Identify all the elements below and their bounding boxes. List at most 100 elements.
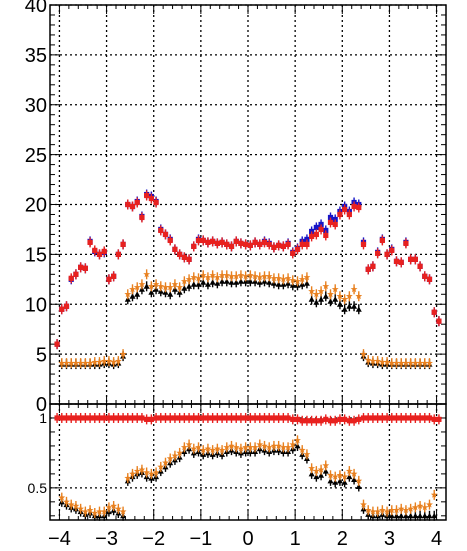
data-point bbox=[285, 241, 291, 247]
data-point bbox=[379, 237, 385, 244]
data-point bbox=[191, 243, 197, 249]
data-point bbox=[261, 239, 268, 246]
data-point bbox=[167, 237, 173, 244]
data-point bbox=[191, 415, 197, 421]
data-point bbox=[408, 256, 414, 262]
data-point bbox=[342, 206, 348, 213]
data-point bbox=[167, 415, 173, 421]
data-point bbox=[383, 358, 391, 366]
data-point bbox=[213, 273, 221, 281]
data-point bbox=[393, 506, 400, 514]
data-point bbox=[243, 415, 249, 421]
data-point bbox=[209, 446, 217, 454]
x-tick-label: 1 bbox=[290, 528, 301, 550]
y-tick-label: 25 bbox=[25, 145, 47, 167]
data-point bbox=[430, 491, 438, 498]
data-point bbox=[365, 415, 371, 421]
data-point bbox=[242, 272, 250, 280]
data-point bbox=[162, 283, 169, 291]
data-point bbox=[158, 227, 164, 234]
data-point bbox=[298, 275, 306, 283]
data-point bbox=[256, 273, 264, 281]
data-point bbox=[336, 292, 344, 300]
data-point bbox=[78, 415, 84, 421]
data-point bbox=[100, 508, 108, 515]
data-point bbox=[87, 239, 93, 246]
x-tick-label: 2 bbox=[337, 528, 348, 550]
data-point bbox=[318, 296, 325, 302]
data-point bbox=[105, 357, 113, 365]
data-point bbox=[82, 415, 88, 421]
data-point bbox=[421, 359, 429, 367]
data-point bbox=[162, 459, 169, 466]
data-point bbox=[246, 271, 254, 279]
data-point bbox=[374, 508, 382, 515]
data-point bbox=[417, 415, 423, 421]
y-tick-label: 1 bbox=[39, 410, 47, 426]
data-point bbox=[355, 306, 362, 312]
data-point bbox=[101, 415, 107, 421]
data-point bbox=[271, 244, 277, 250]
data-point bbox=[148, 416, 154, 422]
data-point bbox=[322, 293, 329, 299]
data-point bbox=[360, 350, 367, 358]
data-point bbox=[54, 341, 60, 347]
data-point bbox=[364, 356, 372, 364]
data-point bbox=[177, 415, 183, 421]
data-point bbox=[402, 512, 409, 519]
data-point bbox=[138, 280, 146, 288]
data-point bbox=[134, 415, 140, 421]
data-point bbox=[436, 318, 442, 324]
data-point bbox=[138, 466, 146, 473]
data-point bbox=[134, 291, 141, 297]
data-point bbox=[101, 248, 107, 254]
y-tick-label: 15 bbox=[25, 245, 47, 267]
data-point bbox=[125, 201, 131, 208]
data-point bbox=[355, 477, 363, 484]
data-point bbox=[412, 415, 418, 421]
data-point bbox=[266, 241, 272, 247]
data-point bbox=[77, 359, 85, 367]
data-point bbox=[336, 301, 343, 307]
data-point bbox=[378, 358, 386, 366]
data-point bbox=[327, 290, 334, 298]
data-point bbox=[133, 283, 141, 291]
data-point bbox=[398, 415, 404, 421]
data-point bbox=[294, 277, 301, 285]
data-point bbox=[332, 296, 339, 302]
data-point bbox=[200, 237, 206, 244]
data-point bbox=[162, 415, 169, 421]
data-point bbox=[204, 445, 212, 452]
data-point bbox=[416, 359, 424, 367]
data-point bbox=[384, 415, 390, 421]
data-point bbox=[176, 449, 184, 456]
data-point bbox=[294, 246, 301, 252]
data-point bbox=[176, 283, 184, 291]
data-point bbox=[308, 470, 315, 477]
data-point bbox=[289, 440, 297, 448]
data-point bbox=[242, 443, 250, 451]
data-point bbox=[144, 416, 150, 422]
data-point bbox=[397, 505, 405, 512]
data-point bbox=[251, 272, 259, 280]
data-point bbox=[388, 512, 395, 519]
data-point bbox=[129, 203, 136, 210]
y-tick-label: 30 bbox=[25, 95, 47, 117]
data-point bbox=[124, 290, 132, 298]
data-point bbox=[345, 292, 353, 300]
data-point bbox=[105, 503, 113, 511]
data-point bbox=[426, 501, 433, 508]
data-point bbox=[403, 415, 409, 421]
data-point bbox=[233, 415, 239, 421]
data-point bbox=[92, 247, 98, 253]
data-point bbox=[73, 271, 79, 277]
data-point bbox=[246, 443, 254, 451]
data-point bbox=[143, 270, 151, 278]
data-point bbox=[337, 416, 343, 422]
data-point bbox=[119, 350, 127, 358]
data-point bbox=[309, 233, 315, 240]
data-point bbox=[115, 415, 121, 421]
data-point bbox=[257, 241, 263, 247]
data-point bbox=[397, 359, 405, 367]
data-point bbox=[346, 303, 353, 309]
